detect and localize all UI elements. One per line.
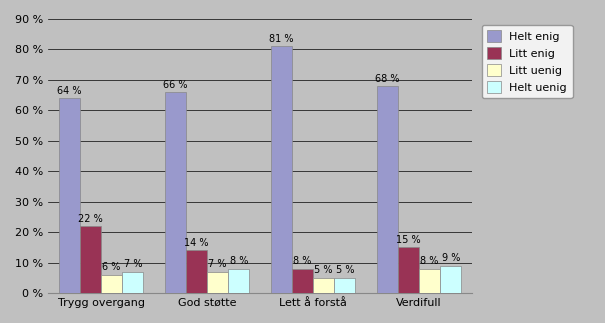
- Bar: [101, 275, 122, 293]
- Bar: [122, 272, 143, 293]
- Bar: [292, 269, 313, 293]
- Text: 81 %: 81 %: [269, 34, 293, 44]
- Bar: [376, 86, 397, 293]
- Bar: [440, 266, 461, 293]
- Text: 14 %: 14 %: [184, 238, 209, 248]
- Text: 8 %: 8 %: [293, 256, 312, 266]
- Bar: [419, 269, 440, 293]
- Text: 64 %: 64 %: [57, 86, 82, 96]
- Bar: [186, 251, 207, 293]
- Text: 5 %: 5 %: [336, 266, 354, 276]
- Bar: [228, 269, 249, 293]
- Legend: Helt enig, Litt enig, Litt uenig, Helt uenig: Helt enig, Litt enig, Litt uenig, Helt u…: [482, 25, 573, 98]
- Text: 8 %: 8 %: [230, 256, 248, 266]
- Text: 15 %: 15 %: [396, 235, 420, 245]
- Text: 6 %: 6 %: [102, 262, 121, 272]
- Bar: [80, 226, 101, 293]
- Text: 68 %: 68 %: [375, 74, 399, 84]
- Bar: [334, 278, 355, 293]
- Bar: [59, 98, 80, 293]
- Text: 8 %: 8 %: [420, 256, 439, 266]
- Text: 66 %: 66 %: [163, 80, 188, 90]
- Text: 9 %: 9 %: [442, 253, 460, 263]
- Text: 7 %: 7 %: [208, 259, 227, 269]
- Bar: [313, 278, 334, 293]
- Bar: [397, 247, 419, 293]
- Text: 7 %: 7 %: [123, 259, 142, 269]
- Bar: [270, 47, 292, 293]
- Text: 22 %: 22 %: [78, 214, 103, 224]
- Bar: [207, 272, 228, 293]
- Bar: [165, 92, 186, 293]
- Text: 5 %: 5 %: [315, 266, 333, 276]
